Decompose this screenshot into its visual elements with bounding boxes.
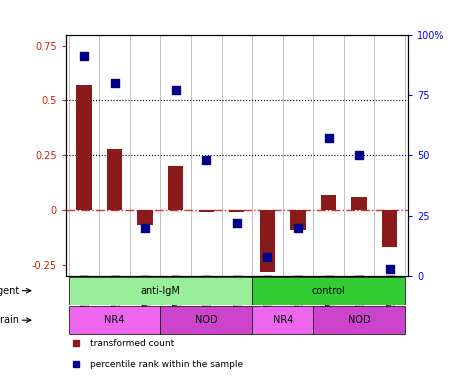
Text: GSM915686: GSM915686 (203, 276, 209, 319)
Bar (199, 210, 214, 212)
Text: GSM915684: GSM915684 (386, 276, 393, 318)
Text: GSM915683: GSM915683 (356, 276, 362, 319)
Bar (107, 149, 122, 210)
Bar (260, 210, 275, 271)
Bar (69, 276, 252, 305)
Text: GSM915692: GSM915692 (142, 276, 148, 318)
Bar (168, 166, 183, 210)
Point (80, 53, 88, 60)
Point (264, 253, 271, 260)
Bar (160, 306, 252, 334)
Text: GSM915687: GSM915687 (234, 276, 240, 319)
Bar (137, 210, 153, 225)
Point (141, 225, 149, 231)
Point (294, 225, 302, 231)
Point (172, 87, 180, 93)
Bar (290, 210, 306, 230)
Point (325, 135, 333, 141)
Text: GSM915691: GSM915691 (112, 276, 118, 319)
Text: agent: agent (0, 286, 19, 296)
Bar (229, 210, 244, 212)
Point (356, 152, 363, 158)
Point (111, 80, 118, 86)
Bar (252, 306, 313, 334)
Bar (382, 210, 397, 247)
Text: GSM915688: GSM915688 (265, 276, 271, 319)
Text: strain: strain (0, 315, 19, 325)
Text: NOD: NOD (195, 315, 218, 325)
Text: GSM915685: GSM915685 (173, 276, 179, 318)
Point (203, 157, 210, 163)
Text: NR4: NR4 (272, 315, 293, 325)
Text: GSM915689: GSM915689 (295, 276, 301, 319)
Text: percentile rank within the sample: percentile rank within the sample (90, 360, 243, 369)
Bar (321, 195, 336, 210)
Text: GSM915690: GSM915690 (81, 276, 87, 319)
Bar (76, 85, 91, 210)
Bar (252, 276, 405, 305)
Point (233, 220, 241, 226)
Text: GSM915682: GSM915682 (325, 276, 332, 318)
Bar (69, 306, 160, 334)
Text: transformed count: transformed count (90, 339, 174, 348)
Bar (351, 197, 367, 210)
Point (386, 266, 393, 272)
Text: anti-IgM: anti-IgM (141, 286, 181, 296)
Text: NOD: NOD (348, 315, 371, 325)
Text: control: control (312, 286, 346, 296)
Text: NR4: NR4 (105, 315, 125, 325)
Bar (313, 306, 405, 334)
